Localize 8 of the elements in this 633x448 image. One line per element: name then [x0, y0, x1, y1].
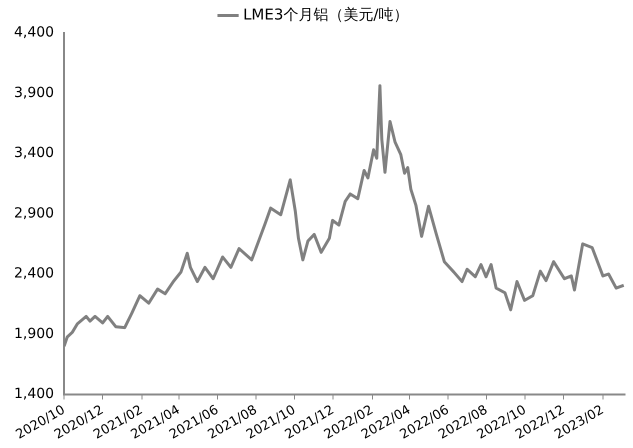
y-tick-label: 2,900	[14, 205, 54, 222]
y-tick-label: 2,400	[14, 266, 54, 282]
y-tick-label: 3,400	[14, 145, 54, 162]
legend-label: LME3个月铝（美元/吨）	[243, 5, 408, 24]
y-tick-label: 1,900	[14, 326, 54, 342]
y-tick-label: 3,900	[14, 84, 54, 101]
y-tick-label: 1,400	[14, 386, 54, 402]
y-tick-label: 4,400	[14, 24, 54, 41]
